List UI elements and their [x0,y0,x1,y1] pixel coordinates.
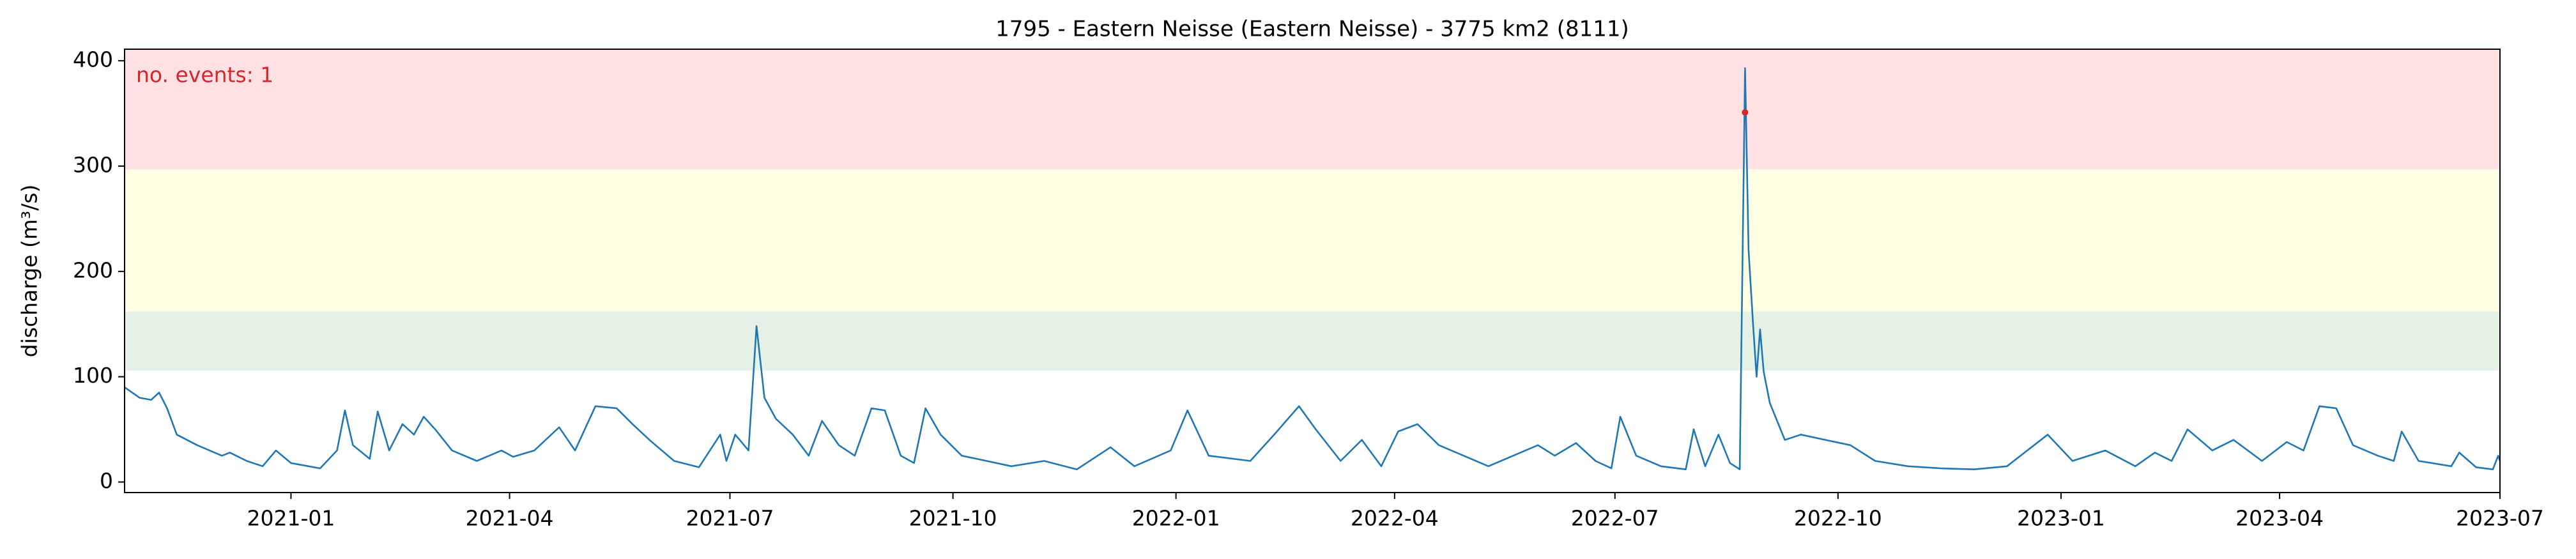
y-tick-label: 400 [73,47,113,72]
threshold-band [125,49,2500,169]
x-tick-label: 2022-04 [1351,506,1439,531]
discharge-line [124,67,2501,470]
x-tick-label: 2022-10 [1794,506,1882,531]
y-tick-label: 300 [73,152,113,177]
x-tick-label: 2023-04 [2235,506,2324,531]
threshold-band [125,169,2500,312]
x-tick-label: 2021-10 [909,506,997,531]
x-tick-label: 2023-07 [2456,506,2544,531]
event-count: no. events: 1 [136,63,273,88]
x-tick-label: 2021-01 [247,506,335,531]
x-tick-label: 2022-07 [1571,506,1659,531]
x-tick-label: 2021-04 [466,506,554,531]
plot-frame [124,49,2501,493]
y-tick-label: 200 [73,257,113,282]
x-tick-label: 2022-01 [1132,506,1220,531]
y-axis-label: discharge (m³/s) [17,185,42,358]
chart-title: 1795 - Eastern Neisse (Eastern Neisse) -… [995,17,1629,42]
x-tick-label: 2021-07 [686,506,774,531]
x-tick-label: 2023-01 [2017,506,2105,531]
threshold-band [125,311,2500,371]
y-tick-label: 100 [73,363,113,388]
y-tick-label: 0 [100,468,113,493]
event-marker [1742,109,1749,116]
